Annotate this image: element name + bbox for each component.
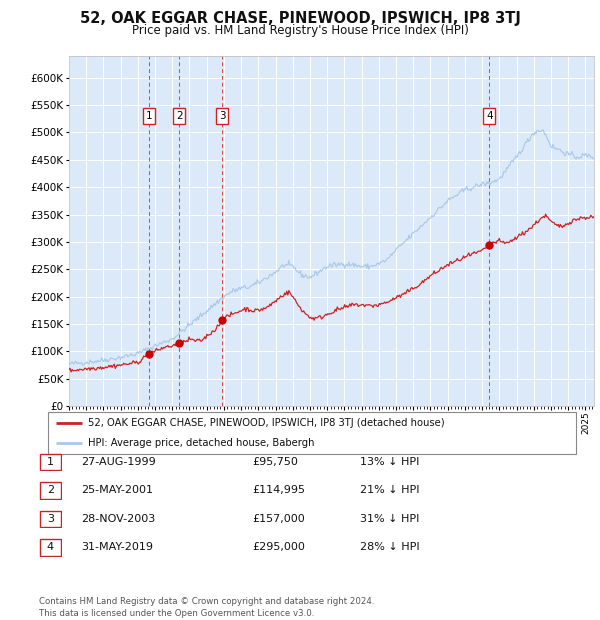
Text: 13% ↓ HPI: 13% ↓ HPI [360,457,419,467]
Text: 27-AUG-1999: 27-AUG-1999 [81,457,156,467]
Text: 21% ↓ HPI: 21% ↓ HPI [360,485,419,495]
Text: Price paid vs. HM Land Registry's House Price Index (HPI): Price paid vs. HM Land Registry's House … [131,24,469,37]
Text: £114,995: £114,995 [252,485,305,495]
Text: £95,750: £95,750 [252,457,298,467]
Text: 4: 4 [486,111,493,121]
Text: 31% ↓ HPI: 31% ↓ HPI [360,514,419,524]
Text: 31-MAY-2019: 31-MAY-2019 [81,542,153,552]
Text: 2: 2 [176,111,182,121]
FancyBboxPatch shape [40,482,61,498]
Text: Contains HM Land Registry data © Crown copyright and database right 2024.
This d: Contains HM Land Registry data © Crown c… [39,597,374,618]
FancyBboxPatch shape [40,454,61,470]
Text: 25-MAY-2001: 25-MAY-2001 [81,485,153,495]
FancyBboxPatch shape [48,412,576,454]
Text: 52, OAK EGGAR CHASE, PINEWOOD, IPSWICH, IP8 3TJ (detached house): 52, OAK EGGAR CHASE, PINEWOOD, IPSWICH, … [88,418,444,428]
Text: £157,000: £157,000 [252,514,305,524]
Text: 4: 4 [47,542,54,552]
Text: £295,000: £295,000 [252,542,305,552]
Text: 1: 1 [146,111,152,121]
Text: 3: 3 [219,111,226,121]
FancyBboxPatch shape [40,539,61,556]
FancyBboxPatch shape [40,511,61,527]
Text: 2: 2 [47,485,54,495]
Text: 3: 3 [47,514,54,524]
Text: HPI: Average price, detached house, Babergh: HPI: Average price, detached house, Babe… [88,438,314,448]
Text: 1: 1 [47,457,54,467]
Text: 52, OAK EGGAR CHASE, PINEWOOD, IPSWICH, IP8 3TJ: 52, OAK EGGAR CHASE, PINEWOOD, IPSWICH, … [80,11,520,25]
Text: 28% ↓ HPI: 28% ↓ HPI [360,542,419,552]
Text: 28-NOV-2003: 28-NOV-2003 [81,514,155,524]
